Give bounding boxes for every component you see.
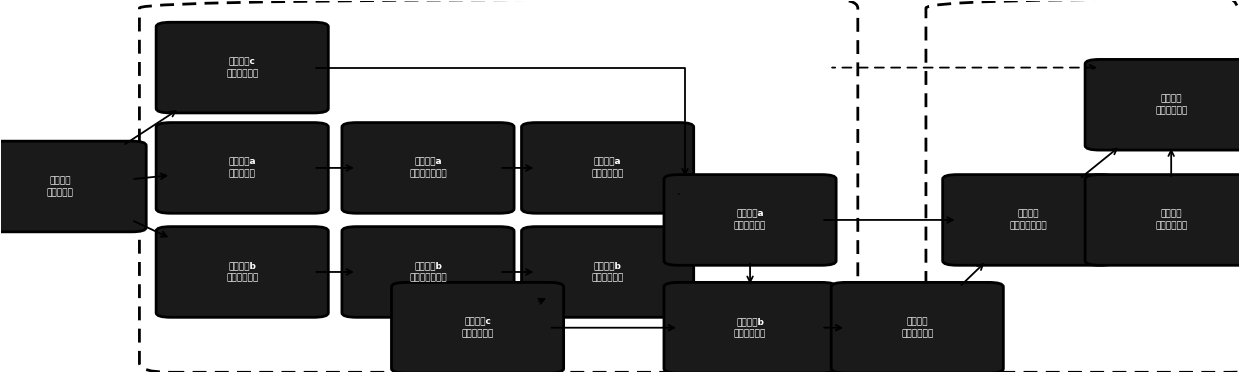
FancyBboxPatch shape bbox=[156, 123, 329, 213]
FancyBboxPatch shape bbox=[1085, 59, 1240, 150]
Text: 感知神经b
（密门限值）: 感知神经b （密门限值） bbox=[226, 261, 258, 282]
Text: 记忆神经
（感史及结果）: 记忆神经 （感史及结果） bbox=[1009, 210, 1048, 231]
FancyBboxPatch shape bbox=[0, 141, 146, 232]
Text: 感知神经a
（会员名）: 感知神经a （会员名） bbox=[228, 157, 255, 178]
FancyBboxPatch shape bbox=[156, 22, 329, 113]
Text: 决策神经a
（优先代理）: 决策神经a （优先代理） bbox=[591, 157, 624, 178]
Text: 传入神经
（感体器）: 传入神经 （感体器） bbox=[47, 176, 73, 197]
FancyBboxPatch shape bbox=[392, 282, 564, 373]
FancyBboxPatch shape bbox=[342, 123, 515, 213]
FancyBboxPatch shape bbox=[522, 123, 693, 213]
Text: 感知神经c
（痛觉神经）: 感知神经c （痛觉神经） bbox=[226, 57, 258, 78]
Text: 后驱神经b
（结果列表）: 后驱神经b （结果列表） bbox=[734, 317, 766, 338]
FancyBboxPatch shape bbox=[942, 175, 1115, 265]
Text: 传出神经
（决策结果）: 传出神经 （决策结果） bbox=[901, 317, 934, 338]
Text: 前驱神经b
（规则密门值）: 前驱神经b （规则密门值） bbox=[409, 261, 446, 282]
FancyBboxPatch shape bbox=[663, 175, 836, 265]
Text: 前驱神经a
（规则会员名）: 前驱神经a （规则会员名） bbox=[409, 157, 446, 178]
Text: 反馈神经
（全程神经）: 反馈神经 （全程神经） bbox=[1154, 210, 1188, 231]
FancyBboxPatch shape bbox=[831, 282, 1003, 373]
Text: 进化神经
（决策进化）: 进化神经 （决策进化） bbox=[1154, 94, 1188, 115]
Text: 后驱神经a
（决策代理）: 后驱神经a （决策代理） bbox=[734, 210, 766, 231]
FancyBboxPatch shape bbox=[522, 227, 693, 317]
FancyBboxPatch shape bbox=[156, 227, 329, 317]
FancyBboxPatch shape bbox=[1085, 175, 1240, 265]
Text: 决策神经c
（贝斯代理）: 决策神经c （贝斯代理） bbox=[461, 317, 494, 338]
Text: 决策神经b
（贵重代理）: 决策神经b （贵重代理） bbox=[591, 261, 624, 282]
FancyBboxPatch shape bbox=[342, 227, 515, 317]
FancyBboxPatch shape bbox=[663, 282, 836, 373]
